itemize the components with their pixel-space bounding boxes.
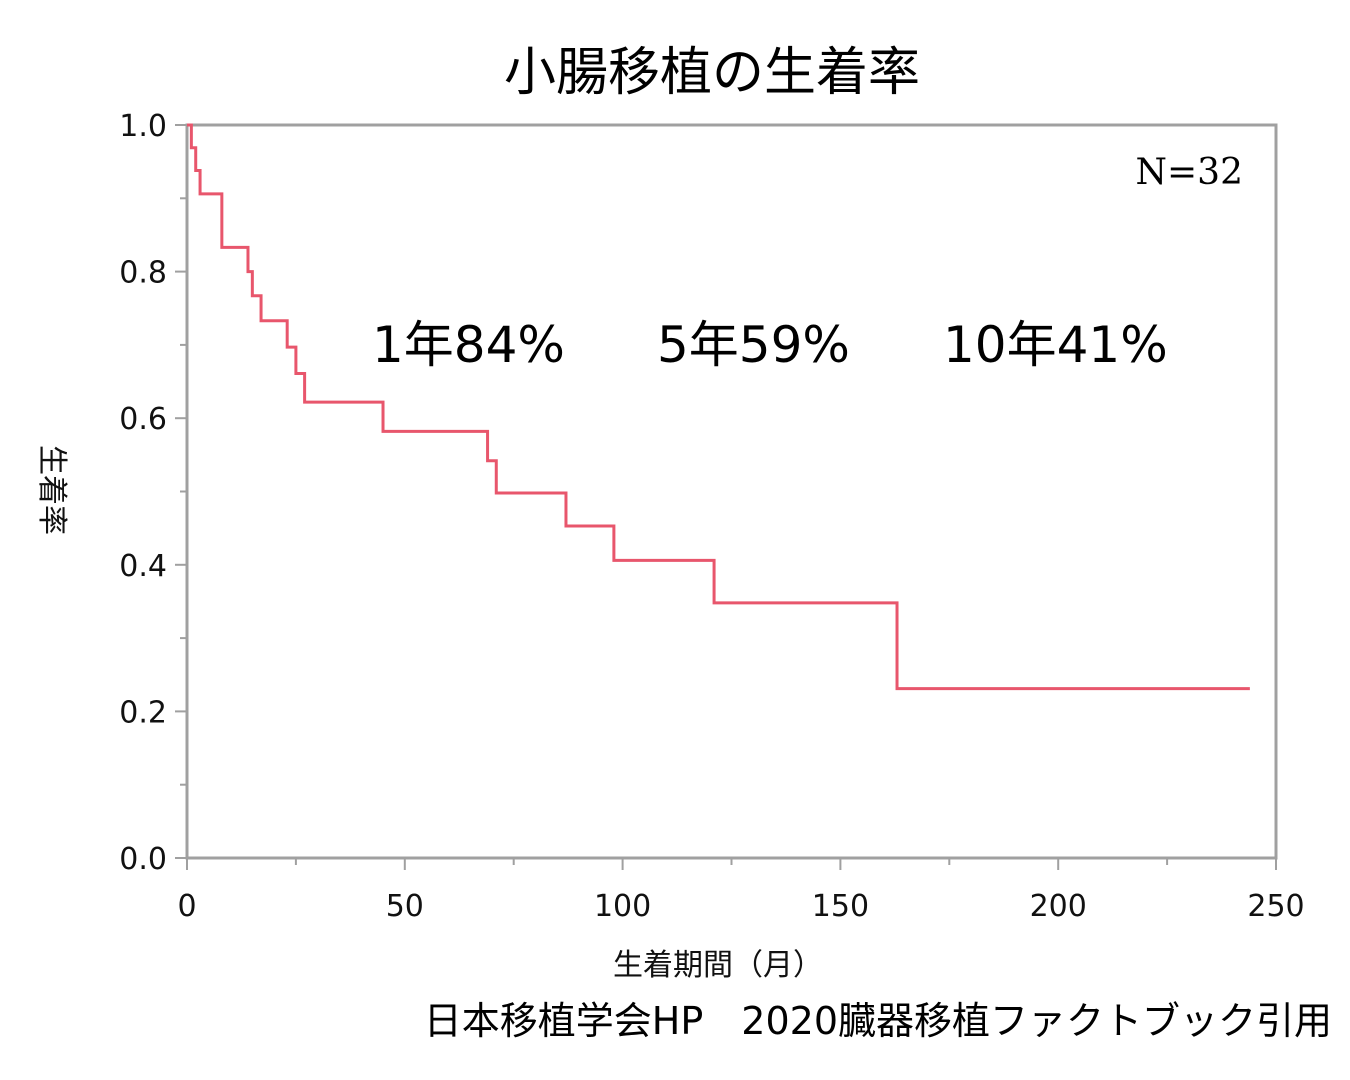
y-tick-label: 0.4 <box>119 549 167 584</box>
y-tick-label: 0.2 <box>119 695 167 730</box>
y-tick-label: 0.0 <box>119 842 167 877</box>
source-citation: 日本移植学会HP 2020臓器移植ファクトブック引用 <box>424 999 1332 1043</box>
x-tick-label: 200 <box>1030 889 1087 924</box>
plot-frame <box>185 123 1278 860</box>
x-tick-label: 50 <box>386 889 424 924</box>
chart-title: 小腸移植の生着率 <box>504 43 920 103</box>
y-tick-label: 0.6 <box>119 402 167 437</box>
y-tick-label: 1.0 <box>119 109 167 144</box>
annotation-rate-5yr: 5年59% <box>657 316 850 374</box>
y-axis: 0.0 0.2 0.4 0.6 0.8 1.0 <box>119 109 187 877</box>
x-tick-label: 150 <box>812 889 869 924</box>
annotation-n: N=32 <box>1136 152 1243 193</box>
annotation-rate-1yr: 1年84% <box>372 316 565 374</box>
x-axis: 0 50 100 150 200 250 <box>177 858 1305 924</box>
x-tick-label: 250 <box>1247 889 1304 924</box>
y-axis-title: 生着率 <box>34 445 69 535</box>
x-axis-title: 生着期間（月） <box>613 948 823 983</box>
y-tick-label: 0.8 <box>119 256 167 291</box>
annotation-rate-10yr: 10年41% <box>943 316 1168 374</box>
x-tick-label: 100 <box>594 889 651 924</box>
x-tick-label: 0 <box>177 889 196 924</box>
survival-curve-line <box>187 123 1250 691</box>
